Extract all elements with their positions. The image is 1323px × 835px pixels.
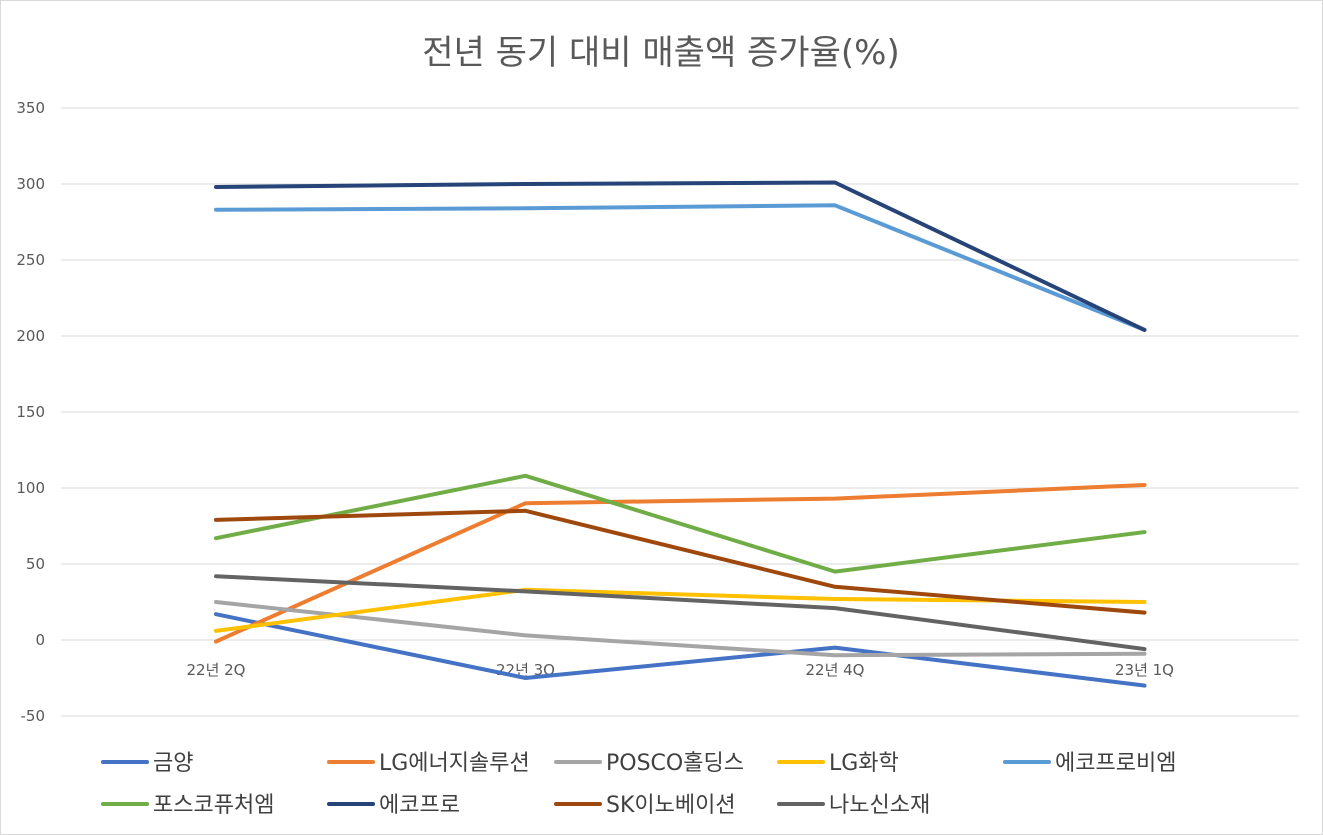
legend-label: 에코프로비엠 bbox=[1055, 751, 1176, 776]
x-tick-label: 22년 4Q bbox=[805, 661, 864, 679]
legend-label: 나노신소재 bbox=[829, 793, 930, 818]
y-tick-label: 100 bbox=[16, 479, 45, 497]
series-line bbox=[214, 587, 1147, 633]
legend-label: SK이노베이션 bbox=[606, 793, 736, 818]
series-line bbox=[214, 203, 1147, 332]
legend-item: POSCO홀딩스 bbox=[554, 751, 744, 776]
x-tick-label: 22년 2Q bbox=[186, 661, 245, 679]
y-axis-ticks: 350 300 250 200 150 100 50 0 -50 bbox=[16, 99, 45, 725]
y-tick-label: 0 bbox=[35, 631, 45, 649]
legend-item: 금양 bbox=[101, 751, 193, 776]
y-tick-label: -50 bbox=[21, 707, 46, 725]
legend-label: 포스코퓨처엠 bbox=[153, 793, 274, 818]
series-line bbox=[214, 483, 1147, 644]
y-tick-label: 350 bbox=[16, 99, 45, 117]
legend-label: 금양 bbox=[153, 751, 193, 776]
legend-item: 에코프로비엠 bbox=[1003, 751, 1176, 776]
series-line bbox=[214, 600, 1147, 658]
y-tick-label: 150 bbox=[16, 403, 45, 421]
legend-label: POSCO홀딩스 bbox=[606, 751, 744, 776]
legend-item: 포스코퓨처엠 bbox=[101, 793, 274, 818]
series-line bbox=[214, 508, 1147, 615]
legend-label: LG에너지솔루션 bbox=[379, 751, 530, 776]
series-line bbox=[214, 473, 1147, 574]
legend-item: LG화학 bbox=[777, 751, 899, 776]
x-axis-ticks: 22년 2Q 22년 3Q 22년 4Q 23년 1Q bbox=[186, 661, 1174, 679]
gridlines bbox=[61, 107, 1299, 717]
y-tick-label: 200 bbox=[16, 327, 45, 345]
y-tick-label: 250 bbox=[16, 251, 45, 269]
x-tick-label: 23년 1Q bbox=[1115, 661, 1174, 679]
y-tick-label: 300 bbox=[16, 175, 45, 193]
legend-label: 에코프로 bbox=[379, 793, 460, 818]
y-tick-label: 50 bbox=[26, 555, 45, 573]
series-line bbox=[214, 612, 1147, 688]
legend-item: LG에너지솔루션 bbox=[327, 751, 530, 776]
legend-item: 나노신소재 bbox=[777, 793, 930, 818]
legend-label: LG화학 bbox=[829, 751, 899, 776]
legend-item: SK이노베이션 bbox=[554, 793, 736, 818]
legend-item: 에코프로 bbox=[327, 793, 460, 818]
chart-title: 전년 동기 대비 매출액 증가율(%) bbox=[422, 33, 899, 73]
series-line bbox=[214, 574, 1147, 652]
series-line bbox=[214, 180, 1147, 332]
series-lines bbox=[214, 180, 1147, 688]
